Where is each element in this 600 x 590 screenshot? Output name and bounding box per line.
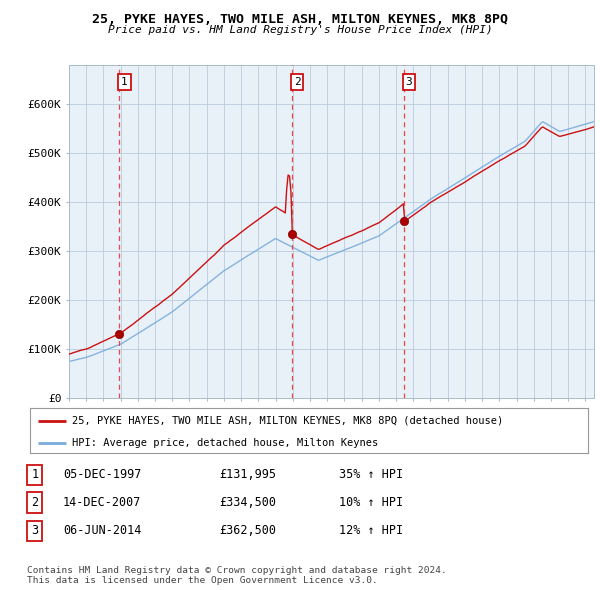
- Text: 2: 2: [294, 77, 301, 87]
- Text: 05-DEC-1997: 05-DEC-1997: [63, 468, 142, 481]
- Text: 2: 2: [31, 496, 38, 509]
- Text: 3: 3: [31, 525, 38, 537]
- Text: 1: 1: [31, 468, 38, 481]
- Text: 35% ↑ HPI: 35% ↑ HPI: [339, 468, 403, 481]
- Text: 3: 3: [406, 77, 412, 87]
- Text: Price paid vs. HM Land Registry's House Price Index (HPI): Price paid vs. HM Land Registry's House …: [107, 25, 493, 35]
- Text: 25, PYKE HAYES, TWO MILE ASH, MILTON KEYNES, MK8 8PQ (detached house): 25, PYKE HAYES, TWO MILE ASH, MILTON KEY…: [72, 416, 503, 425]
- Text: 25, PYKE HAYES, TWO MILE ASH, MILTON KEYNES, MK8 8PQ: 25, PYKE HAYES, TWO MILE ASH, MILTON KEY…: [92, 13, 508, 26]
- Text: £334,500: £334,500: [219, 496, 276, 509]
- Text: HPI: Average price, detached house, Milton Keynes: HPI: Average price, detached house, Milt…: [72, 438, 378, 448]
- Text: Contains HM Land Registry data © Crown copyright and database right 2024.
This d: Contains HM Land Registry data © Crown c…: [27, 566, 447, 585]
- Text: £362,500: £362,500: [219, 525, 276, 537]
- Text: 1: 1: [121, 77, 128, 87]
- Text: £131,995: £131,995: [219, 468, 276, 481]
- Text: 10% ↑ HPI: 10% ↑ HPI: [339, 496, 403, 509]
- Text: 06-JUN-2014: 06-JUN-2014: [63, 525, 142, 537]
- Text: 12% ↑ HPI: 12% ↑ HPI: [339, 525, 403, 537]
- Text: 14-DEC-2007: 14-DEC-2007: [63, 496, 142, 509]
